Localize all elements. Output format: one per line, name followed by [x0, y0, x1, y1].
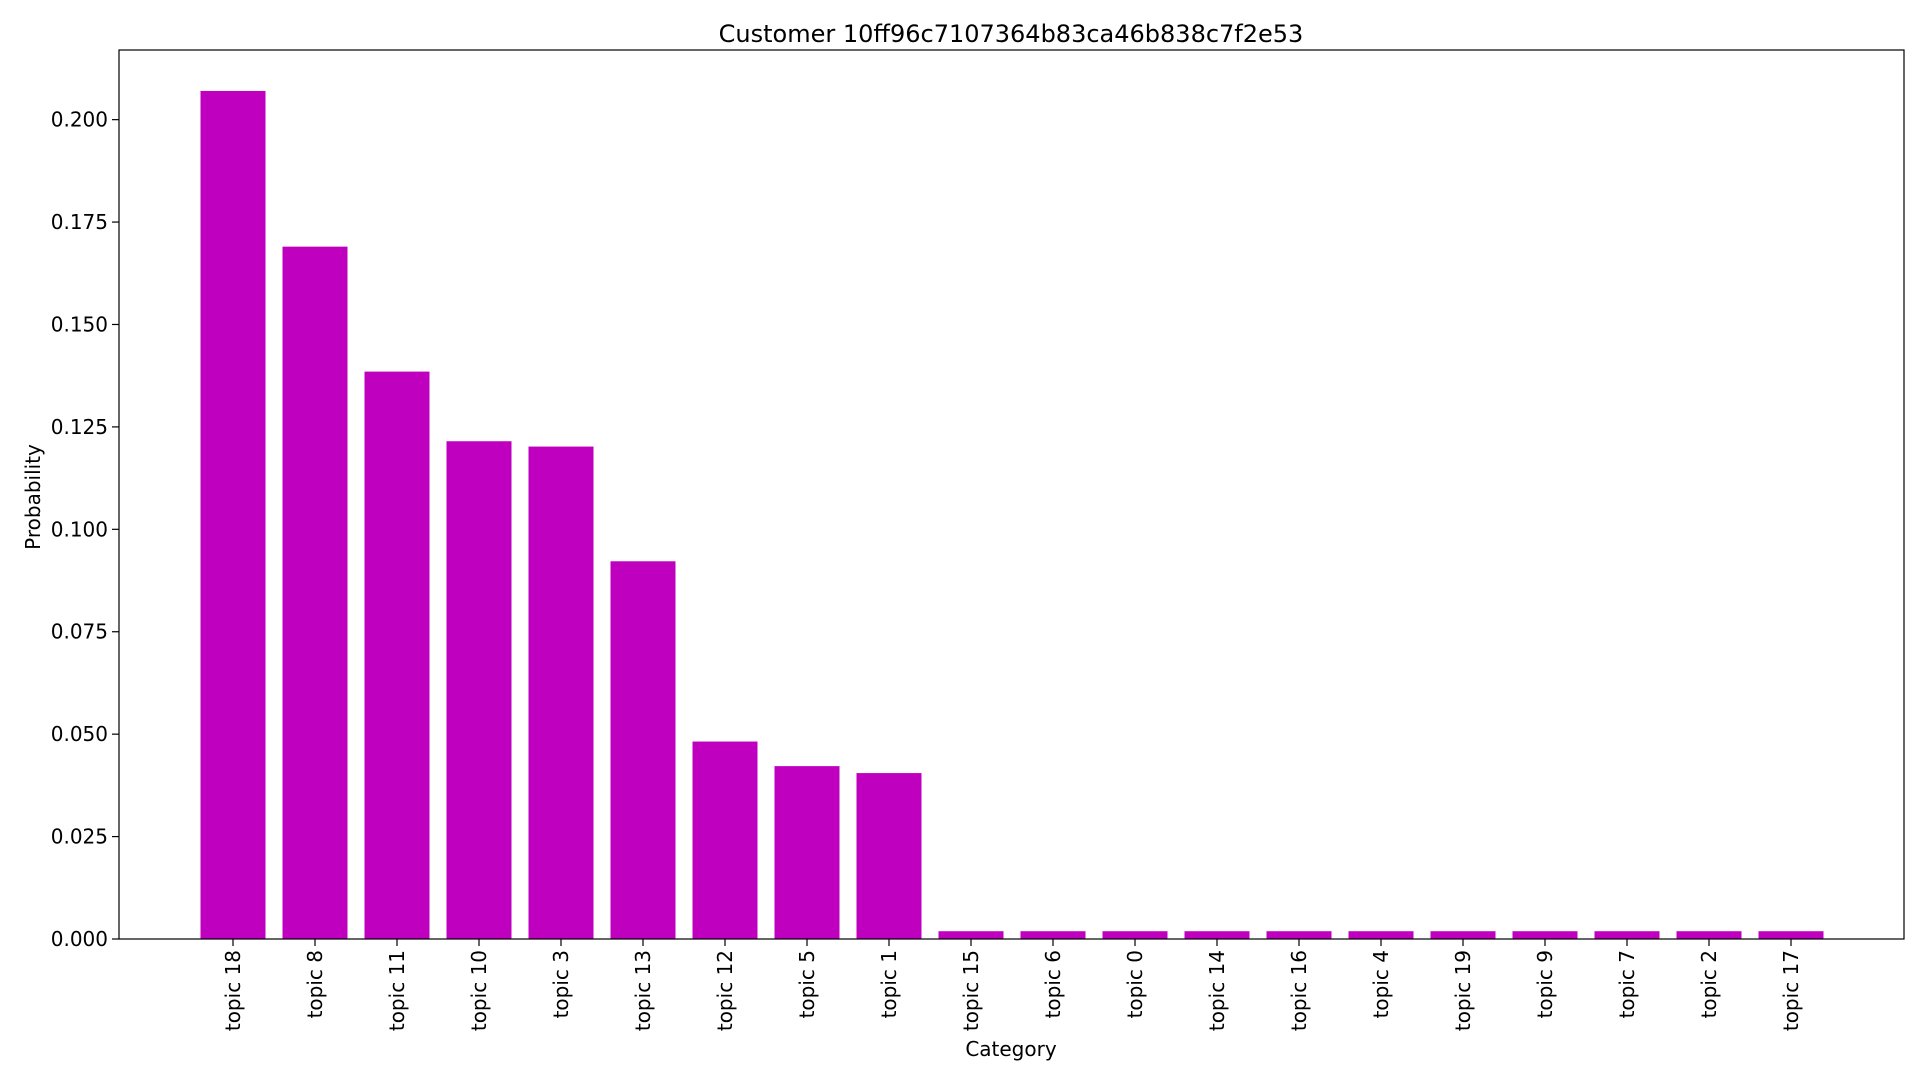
bar-topic-6	[1020, 931, 1086, 939]
bar-topic-5	[774, 766, 840, 939]
bar-topic-14	[1184, 931, 1250, 939]
x-tick-label: topic 12	[713, 950, 737, 1031]
x-tick-label: topic 1	[877, 950, 901, 1018]
x-tick-label: topic 17	[1779, 950, 1803, 1031]
x-tick-label: topic 16	[1287, 950, 1311, 1031]
bar-topic-11	[364, 371, 430, 939]
x-tick-label: topic 15	[959, 950, 983, 1031]
x-tick-label: topic 4	[1369, 950, 1393, 1018]
bar-topic-15	[938, 931, 1004, 939]
bar-topic-17	[1758, 931, 1824, 939]
x-tick-label: topic 11	[385, 950, 409, 1031]
x-tick-label: topic 6	[1041, 950, 1065, 1018]
y-tick-label: 0.050	[51, 722, 108, 746]
bar-topic-3	[528, 446, 594, 939]
x-tick-label: topic 13	[631, 950, 655, 1031]
y-tick-label: 0.000	[51, 927, 108, 951]
plot-area-frame	[118, 49, 1905, 940]
bar-topic-0	[1102, 931, 1168, 939]
x-axis-ticks: topic 18 topic 8 topic 11 topic 10 topic 3 to…	[221, 939, 1803, 1031]
bar-topic-7	[1594, 931, 1660, 939]
x-tick-label: topic 3	[549, 950, 573, 1018]
y-tick-label: 0.150	[51, 312, 108, 336]
bar-topic-2	[1676, 931, 1742, 939]
y-tick-label: 0.025	[51, 825, 108, 849]
bar-topic-10	[446, 441, 512, 939]
y-tick-label: 0.175	[51, 210, 108, 234]
x-axis-label: Category	[965, 1037, 1057, 1061]
y-tick-label: 0.075	[51, 620, 108, 644]
y-tick-label: 0.125	[51, 415, 108, 439]
bar-topic-19	[1430, 931, 1496, 939]
x-tick-label: topic 10	[467, 950, 491, 1031]
x-tick-label: topic 7	[1615, 950, 1639, 1018]
bar-topic-13	[610, 561, 676, 939]
y-axis-ticks: 0.000 0.025 0.050 0.075 0.100 0.125 0.150 0.175…	[51, 108, 119, 951]
x-tick-label: topic 0	[1123, 950, 1147, 1018]
y-tick-label: 0.100	[51, 517, 108, 541]
bar-topic-16	[1266, 931, 1332, 939]
x-tick-label: topic 2	[1697, 950, 1721, 1018]
bar-topic-1	[856, 773, 922, 939]
bars-group	[200, 90, 1824, 940]
x-tick-label: topic 5	[795, 950, 819, 1018]
bar-topic-4	[1348, 931, 1414, 939]
x-tick-label: topic 8	[303, 950, 327, 1018]
y-axis-label: Probability	[21, 444, 45, 550]
bar-topic-12	[692, 741, 758, 939]
x-tick-label: topic 14	[1205, 950, 1229, 1031]
x-tick-label: topic 9	[1533, 950, 1557, 1018]
bar-topic-18	[200, 90, 266, 939]
x-tick-label: topic 18	[221, 950, 245, 1031]
x-tick-label: topic 19	[1451, 950, 1475, 1031]
y-tick-label: 0.200	[51, 108, 108, 132]
bar-topic-9	[1512, 931, 1578, 939]
chart-title: Customer 10ff96c7107364b83ca46b838c7f2e5…	[719, 20, 1304, 48]
bar-topic-8	[282, 246, 348, 940]
